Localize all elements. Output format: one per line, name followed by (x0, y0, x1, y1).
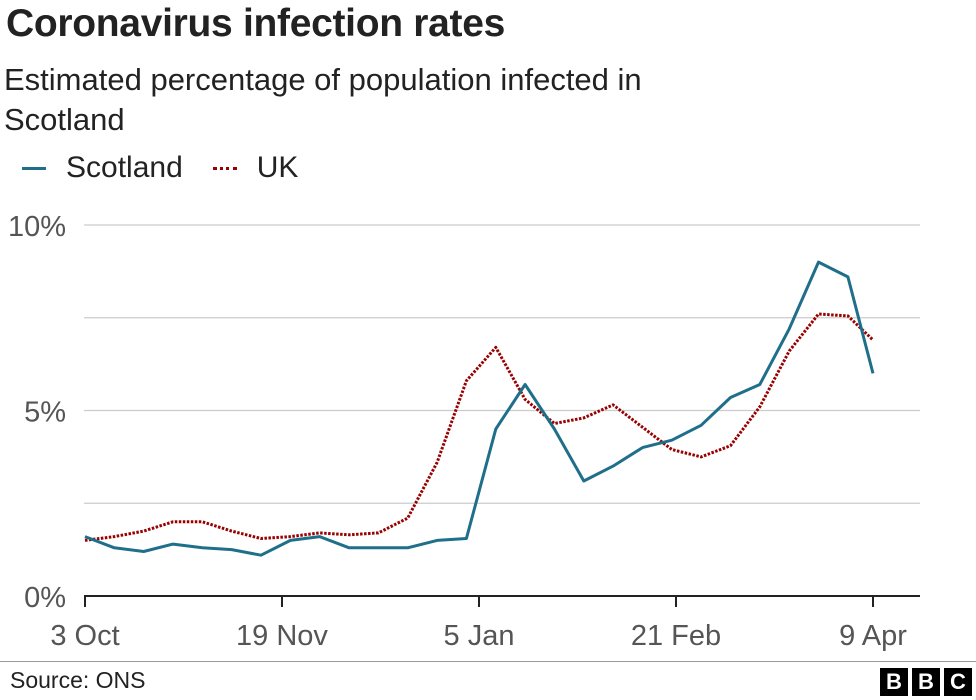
legend-swatch-uk (212, 166, 237, 170)
footer-divider (0, 661, 976, 662)
x-tick-label: 9 Apr (839, 620, 907, 652)
y-tick-label: 0% (24, 582, 66, 614)
x-tick-label: 19 Nov (236, 620, 328, 652)
legend-label-scotland: Scotland (66, 151, 183, 184)
legend: Scotland UK (22, 150, 328, 186)
bbc-logo: B B C (876, 668, 972, 696)
bbc-logo-letter-2: B (912, 668, 940, 696)
legend-swatch-scotland (22, 166, 46, 170)
series-line-uk (84, 312, 875, 542)
legend-item-uk: UK (212, 151, 299, 185)
bbc-logo-letter-1: B (880, 668, 908, 696)
source-note: Source: ONS (10, 667, 146, 693)
series-line-scotland (84, 260, 875, 557)
legend-item-scotland: Scotland (22, 151, 183, 185)
chart-subtitle: Estimated percentage of population infec… (4, 62, 642, 137)
bbc-logo-letter-3: C (944, 668, 972, 696)
x-tick-label: 3 Oct (50, 620, 119, 652)
chart-title: Coronavirus infection rates (6, 2, 506, 45)
line-chart: 0% 5% 10% 3 Oct 19 Nov 5 Jan 21 Feb 9 Apr (8, 211, 920, 652)
y-tick-label: 10% (8, 211, 66, 243)
y-tick-label: 5% (24, 397, 66, 429)
x-tick-label: 5 Jan (444, 620, 515, 652)
x-tick-label: 21 Feb (631, 620, 721, 652)
legend-label-uk: UK (256, 151, 299, 184)
